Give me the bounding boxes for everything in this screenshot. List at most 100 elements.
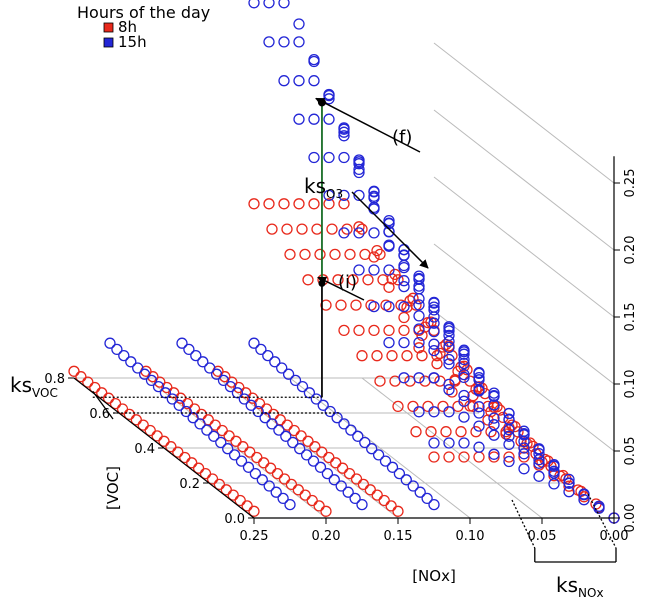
data-point-8h: [260, 403, 273, 415]
data-point-15h: [300, 449, 313, 461]
x-tick-label: 0.15: [384, 529, 413, 544]
data-point-15h: [488, 429, 500, 441]
data-point-15h: [238, 393, 250, 405]
data-point-8h: [89, 381, 101, 394]
label-i: (i): [338, 272, 357, 293]
data-point-15h: [263, 0, 275, 9]
data-point-8h: [518, 451, 530, 463]
data-point-15h: [458, 348, 470, 360]
data-point-8h: [278, 473, 291, 485]
data-point-8h: [251, 451, 263, 464]
data-point-15h: [413, 280, 425, 292]
data-point-8h: [220, 484, 232, 496]
data-point-15h: [413, 272, 425, 285]
data-point-15h: [413, 336, 425, 349]
data-point-15h: [310, 393, 322, 405]
data-point-15h: [338, 123, 350, 135]
data-point-15h: [413, 323, 425, 335]
data-point-15h: [458, 357, 470, 370]
grid-line-nox: [361, 377, 543, 519]
data-point-15h: [224, 380, 237, 393]
data-point-15h: [308, 55, 320, 68]
grid-line-z: [433, 243, 615, 385]
data-point-15h: [383, 239, 395, 251]
data-point-15h: [518, 448, 530, 460]
data-point-8h: [485, 426, 497, 438]
data-point-8h: [368, 324, 380, 337]
data-point-15h: [421, 492, 433, 505]
data-point-8h: [123, 408, 136, 421]
data-point-15h: [293, 113, 305, 125]
data-point-15h: [563, 473, 575, 486]
data-point-8h: [188, 403, 201, 415]
data-point-8h: [109, 397, 122, 410]
data-point-15h: [278, 75, 290, 87]
data-point-8h: [416, 350, 428, 362]
data-point-15h: [443, 384, 455, 396]
data-point-15h: [132, 362, 144, 374]
data-point-15h: [428, 296, 440, 309]
data-point-8h: [410, 299, 422, 311]
x-tick-label: 0.25: [240, 529, 269, 544]
data-point-15h: [458, 344, 470, 356]
data-point-15h: [443, 378, 455, 391]
data-point-15h: [488, 399, 500, 411]
data-point-15h: [368, 300, 380, 313]
data-point-15h: [125, 356, 137, 368]
z-tick-label: 0.15: [623, 303, 638, 332]
y-tick-label: 0.4: [134, 442, 155, 457]
data-point-8h: [482, 400, 494, 413]
data-point-15h: [173, 399, 185, 411]
data-point-8h: [263, 198, 275, 210]
x-tick-label: 0.00: [600, 529, 629, 544]
data-point-8h: [253, 397, 266, 410]
data-point-8h: [473, 451, 485, 463]
grid-line-z: [433, 42, 615, 184]
data-point-8h: [359, 248, 371, 261]
data-point-15h: [458, 389, 470, 402]
data-point-15h: [458, 368, 470, 381]
data-point-8h: [563, 480, 575, 492]
data-point-8h: [192, 462, 205, 474]
data-point-8h: [392, 400, 404, 413]
data-point-8h: [241, 500, 253, 512]
data-point-8h: [206, 473, 219, 485]
data-point-8h: [264, 462, 277, 474]
data-point-15h: [473, 407, 485, 419]
data-point-8h: [68, 365, 80, 377]
data-point-15h: [488, 448, 500, 460]
data-point-8h: [306, 494, 318, 507]
data-point-8h: [278, 198, 290, 210]
data-point-15h: [353, 158, 365, 170]
data-point-15h: [413, 406, 425, 418]
grid-line-z: [433, 109, 615, 251]
data-point-8h: [216, 424, 228, 437]
data-point-15h: [533, 457, 545, 469]
data-point-15h: [473, 385, 485, 397]
data-point-8h: [179, 451, 191, 464]
data-point-8h: [288, 424, 300, 437]
data-point-8h: [323, 451, 335, 464]
data-point-15h: [413, 293, 425, 305]
x-tick-label: 0.05: [528, 529, 557, 544]
data-point-8h: [329, 248, 341, 261]
data-point-8h: [314, 248, 326, 261]
arrow-i: [317, 276, 365, 301]
data-point-15h: [383, 336, 395, 349]
data-point-15h: [104, 337, 116, 349]
data-point-8h: [302, 274, 314, 286]
data-point-15h: [398, 372, 410, 384]
data-point-8h: [258, 457, 270, 469]
data-point-8h: [392, 274, 404, 286]
data-point-8h: [284, 248, 296, 261]
data-point-15h: [428, 311, 440, 323]
data-point-8h: [285, 478, 298, 491]
data-point-15h: [278, 36, 290, 48]
data-point-15h: [473, 420, 485, 432]
data-point-8h: [431, 358, 443, 370]
data-point-15h: [228, 449, 241, 461]
data-point-15h: [248, 337, 260, 349]
data-point-15h: [308, 75, 320, 87]
data-point-8h: [452, 400, 464, 413]
